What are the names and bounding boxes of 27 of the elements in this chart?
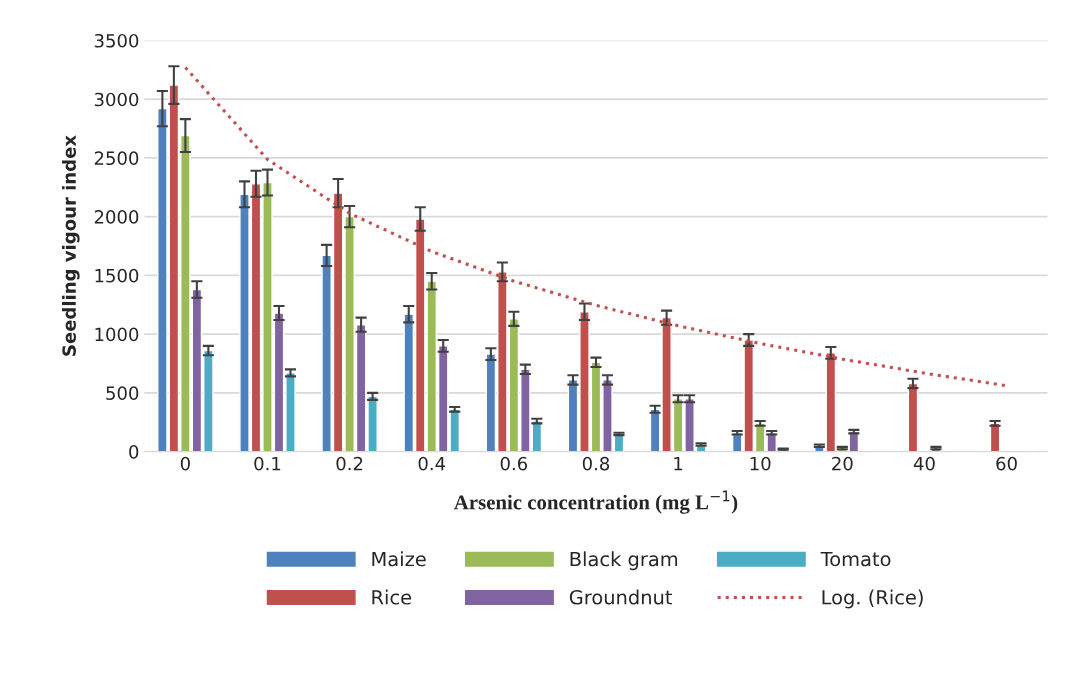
x-tick-label: 0.4 [418, 456, 446, 471]
legend-label: Maize [372, 551, 426, 567]
y-tick-label: 0 [129, 445, 139, 459]
x-tick-label: 60 [996, 456, 1017, 471]
legend-label: Log. (Rice) [822, 589, 923, 609]
x-tick-label: 0 [180, 456, 190, 471]
x-tick-label: 0.2 [336, 456, 363, 471]
legend-label: Groundnut [569, 589, 673, 605]
x-tick-label: 0.6 [500, 456, 528, 471]
legend-label: Black gram [570, 551, 678, 571]
x-tick-label: 40 [913, 456, 935, 471]
x-tick-label: 0.8 [582, 456, 610, 471]
y-tick-label: 3500 [94, 33, 139, 48]
legend-label: Rice [372, 589, 412, 605]
x-axis-title: Arsenic concentration (mg L$^{−1}$) [453, 490, 738, 514]
y-tick-label: 2500 [94, 151, 139, 166]
y-tick-label: 3000 [94, 92, 139, 107]
x-tick-label: 20 [832, 456, 853, 471]
x-tick-label: 1 [674, 457, 683, 471]
y-tick-label: 1500 [95, 268, 139, 283]
legend-label: Tomato [820, 551, 891, 567]
y-tick-label: 1000 [95, 327, 139, 342]
y-tick-label: 2000 [94, 210, 139, 224]
x-tick-label: 0.1 [254, 456, 281, 471]
x-tick-label: 10 [750, 456, 771, 471]
y-tick-label: 500 [106, 386, 139, 400]
y-axis-title: Seedling vigour index [62, 135, 80, 356]
